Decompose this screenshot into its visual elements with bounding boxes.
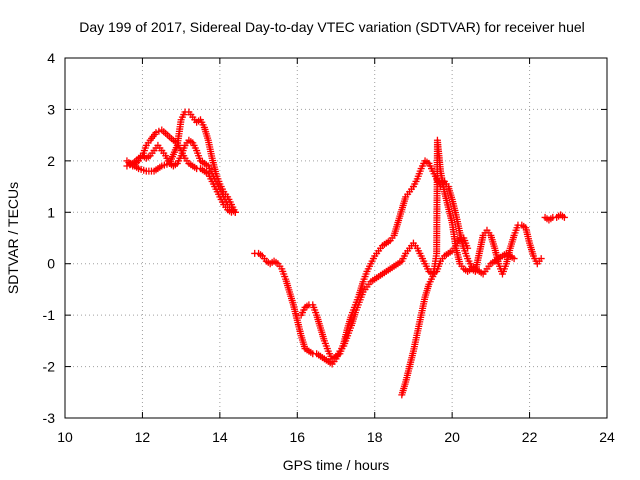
plot-frame — [64, 57, 608, 419]
grid-lines — [65, 58, 607, 418]
x-tick-label: 24 — [599, 429, 615, 445]
x-tick-label: 22 — [522, 429, 538, 445]
x-tick-label: 20 — [444, 429, 460, 445]
x-tick-label: 18 — [367, 429, 383, 445]
x-tick-label: 10 — [57, 429, 73, 445]
data-point-marker — [231, 208, 239, 216]
x-tick-label: 12 — [135, 429, 151, 445]
series-track-b — [123, 136, 239, 216]
data-point-marker — [537, 255, 545, 263]
y-tick-label: 3 — [47, 101, 55, 117]
x-tick-label: 14 — [212, 429, 228, 445]
data-points — [123, 108, 568, 399]
y-tick-label: 1 — [47, 204, 55, 220]
y-tick-label: -3 — [43, 410, 56, 426]
series-track-e — [297, 157, 518, 363]
y-tick-label: 0 — [47, 256, 55, 272]
y-axis-label: SDTVAR / TECUs — [5, 182, 21, 294]
series-track-c — [127, 108, 239, 216]
x-tick-label: 16 — [289, 429, 305, 445]
y-tick-label: 2 — [47, 153, 55, 169]
y-tick-label: 4 — [47, 50, 55, 66]
y-tick-label: -1 — [43, 307, 56, 323]
series-track-g — [541, 211, 568, 224]
data-point-marker — [560, 213, 568, 221]
series-track-d — [251, 234, 472, 368]
data-point-marker — [510, 255, 518, 263]
series-track-f — [398, 136, 545, 399]
y-tick-label: -2 — [43, 359, 56, 375]
chart-title: Day 199 of 2017, Sidereal Day-to-day VTE… — [79, 19, 585, 35]
x-axis-label: GPS time / hours — [283, 457, 390, 473]
